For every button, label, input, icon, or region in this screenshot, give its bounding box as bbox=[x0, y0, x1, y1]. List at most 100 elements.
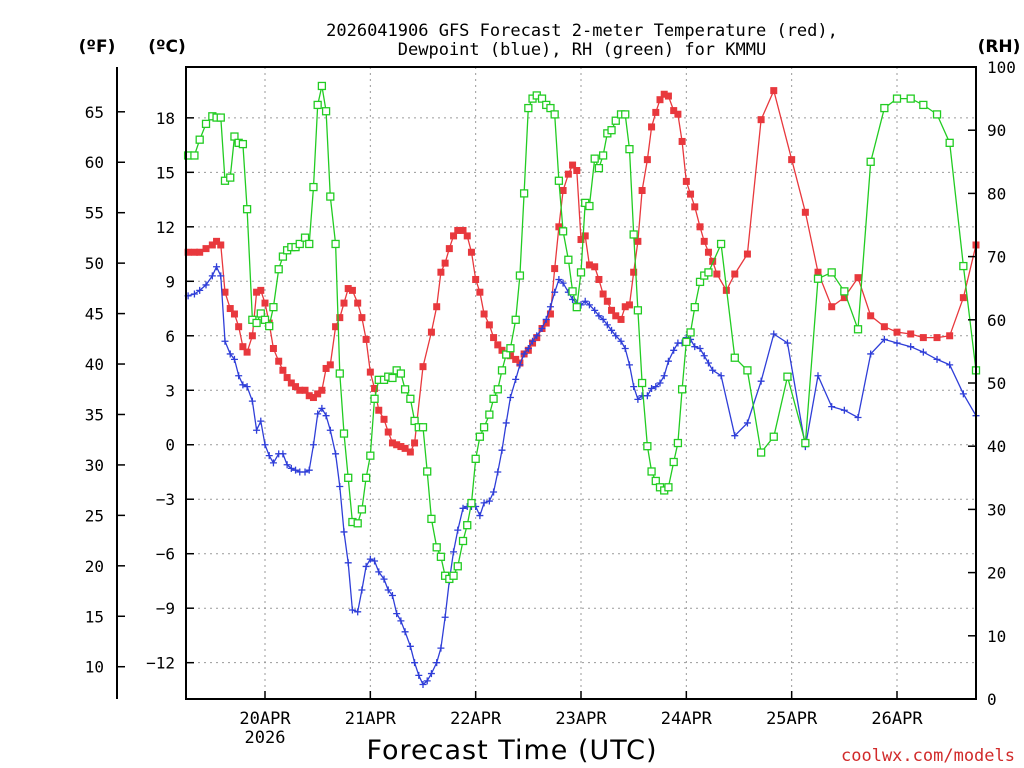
data-point bbox=[471, 454, 480, 463]
data-point bbox=[445, 245, 453, 253]
x-tick-label: 22APR bbox=[450, 709, 502, 729]
fahrenheit-tick-label: 15 bbox=[85, 607, 104, 626]
data-point bbox=[463, 521, 472, 530]
data-point bbox=[511, 315, 520, 324]
data-point bbox=[669, 457, 678, 467]
data-point bbox=[400, 385, 410, 394]
series-temperature bbox=[184, 87, 980, 456]
data-point bbox=[867, 350, 875, 358]
data-point bbox=[437, 268, 445, 276]
data-point bbox=[502, 419, 510, 427]
data-point bbox=[621, 110, 630, 119]
data-point bbox=[704, 248, 712, 256]
data-point bbox=[217, 272, 225, 280]
data-point bbox=[230, 310, 238, 318]
celsius-tick-label: −12 bbox=[146, 654, 175, 673]
data-point bbox=[309, 441, 317, 449]
data-point bbox=[261, 441, 269, 449]
data-point bbox=[321, 107, 331, 116]
data-point bbox=[419, 363, 427, 371]
data-point bbox=[551, 265, 559, 273]
data-point bbox=[305, 239, 314, 249]
rh-tick-label: 60 bbox=[987, 311, 1006, 330]
data-point bbox=[581, 297, 589, 305]
data-point bbox=[625, 361, 633, 369]
data-point bbox=[433, 659, 441, 667]
data-point bbox=[814, 268, 822, 276]
data-point bbox=[313, 100, 322, 110]
data-point bbox=[226, 173, 235, 182]
data-point bbox=[568, 287, 577, 296]
data-point bbox=[946, 361, 954, 369]
data-point bbox=[550, 110, 559, 119]
data-point bbox=[585, 261, 593, 269]
data-point bbox=[828, 303, 836, 311]
data-point bbox=[542, 319, 550, 327]
data-point bbox=[239, 381, 247, 389]
rh-tick-label: 40 bbox=[987, 437, 1006, 456]
data-point bbox=[344, 559, 352, 567]
data-point bbox=[335, 369, 344, 378]
fahrenheit-tick-label: 40 bbox=[85, 355, 104, 374]
celsius-tick-label: 18 bbox=[156, 109, 175, 128]
data-point bbox=[459, 504, 467, 512]
data-point bbox=[577, 236, 585, 244]
data-point bbox=[678, 137, 686, 145]
data-point bbox=[945, 138, 954, 147]
data-point bbox=[490, 488, 498, 496]
data-point bbox=[449, 571, 458, 580]
data-point bbox=[340, 528, 348, 536]
data-point bbox=[261, 299, 269, 307]
celsius-tick-label: 3 bbox=[165, 381, 175, 400]
fahrenheit-tick-label: 65 bbox=[85, 103, 104, 122]
data-point bbox=[559, 186, 567, 194]
data-point bbox=[906, 94, 915, 103]
data-point bbox=[300, 233, 310, 242]
data-point bbox=[201, 119, 211, 129]
data-point bbox=[248, 397, 256, 405]
data-point bbox=[607, 126, 616, 135]
rh-tick-label: 50 bbox=[987, 374, 1006, 393]
data-point bbox=[576, 268, 586, 277]
data-point bbox=[731, 270, 739, 278]
year-label: 2026 bbox=[245, 728, 286, 748]
data-point bbox=[770, 87, 778, 95]
data-point bbox=[519, 189, 529, 198]
data-point bbox=[590, 154, 599, 163]
data-point bbox=[585, 201, 594, 211]
data-point bbox=[253, 288, 261, 296]
data-point bbox=[287, 464, 295, 472]
data-point bbox=[564, 255, 573, 264]
data-point bbox=[603, 297, 611, 305]
data-point bbox=[880, 103, 889, 113]
data-point bbox=[467, 498, 476, 508]
data-point bbox=[384, 586, 392, 594]
data-point bbox=[441, 259, 449, 267]
data-point bbox=[278, 252, 288, 261]
data-point bbox=[326, 192, 335, 201]
rh-tick-label: 30 bbox=[987, 500, 1006, 519]
data-point bbox=[595, 275, 603, 283]
data-point bbox=[433, 303, 441, 311]
data-point bbox=[880, 335, 888, 343]
data-point bbox=[326, 426, 334, 434]
data-point bbox=[854, 414, 862, 422]
data-point bbox=[625, 301, 633, 309]
data-point bbox=[423, 677, 431, 685]
data-point bbox=[226, 350, 234, 358]
data-point bbox=[690, 303, 699, 312]
chart-title-line2: Dewpoint (blue), RH (green) for KMMU bbox=[398, 40, 766, 60]
data-point bbox=[393, 610, 401, 618]
data-point bbox=[427, 514, 436, 524]
celsius-tick-label: −3 bbox=[156, 490, 175, 509]
x-tick-label: 23APR bbox=[555, 709, 607, 729]
data-point bbox=[533, 332, 541, 340]
data-point bbox=[801, 438, 810, 448]
data-point bbox=[279, 450, 287, 458]
data-point bbox=[257, 417, 265, 425]
data-point bbox=[670, 107, 678, 115]
data-point bbox=[704, 268, 713, 277]
data-point bbox=[348, 286, 356, 294]
data-point bbox=[380, 415, 388, 423]
data-point bbox=[485, 497, 493, 505]
